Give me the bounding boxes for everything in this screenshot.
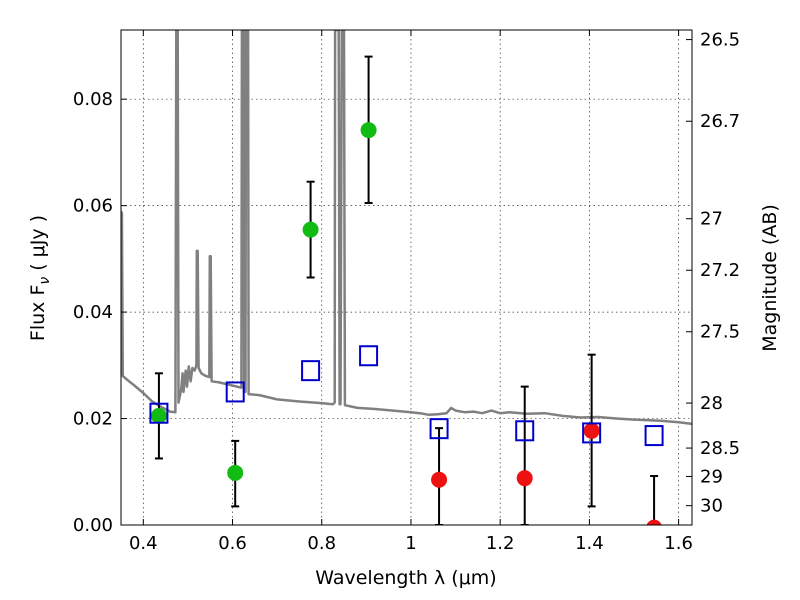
- y2-tick-label: 27.5: [700, 322, 740, 343]
- y2-tick-label: 27: [700, 209, 723, 230]
- plot-frame: [120, 29, 693, 526]
- blue-model-square: [429, 418, 449, 440]
- y-tick-label: 0.06: [73, 196, 113, 217]
- model-spectrum: [121, 30, 692, 426]
- blue-model-square: [359, 345, 379, 367]
- y2-tick-label: 28.5: [700, 438, 740, 459]
- blue-model-square: [582, 422, 602, 444]
- red-data-point: [431, 471, 448, 488]
- axis-ticks: 0.4 0.6 0.8 1 1.2 1.4 1.6 0.00 0.02 0.04 0.06 0.08 2…: [73, 30, 740, 554]
- y-axis-label-unit: ( μJy ): [27, 215, 49, 271]
- y-tick-label: 0.02: [73, 409, 113, 430]
- y2-tick-label: 28: [700, 393, 723, 414]
- x-tick-label: 1.4: [575, 533, 604, 554]
- blue-model-square: [149, 402, 169, 424]
- red-data-point: [516, 470, 533, 487]
- x-tick-label: 1: [405, 533, 416, 554]
- y-tick-label: 0.04: [73, 302, 113, 323]
- svg-text:Flux Fν( μJy ): Flux Fν ( μJy ): [27, 215, 53, 341]
- red-data-point: [646, 519, 662, 525]
- grid-lines: [121, 30, 692, 526]
- blue-model-square: [644, 425, 664, 447]
- x-tick-label: 0.4: [129, 533, 158, 554]
- x-tick-label: 1.6: [664, 533, 693, 554]
- x-tick-label: 0.8: [307, 533, 336, 554]
- green-data-point: [360, 122, 377, 139]
- y2-tick-label: 27.2: [700, 260, 740, 281]
- y-tick-label: 0.00: [73, 515, 113, 536]
- y-axis-label: Flux Fν ( μJy ): [27, 215, 53, 341]
- y-tick-label: 0.08: [73, 89, 113, 110]
- y2-tick-label: 29: [700, 466, 723, 487]
- green-data-point: [227, 464, 244, 481]
- blue-model-square: [301, 360, 321, 382]
- blue-model-square: [225, 381, 245, 403]
- green-data-point: [302, 221, 319, 238]
- y2-tick-label: 30: [700, 496, 723, 517]
- x-tick-label: 0.6: [218, 533, 247, 554]
- red-data-point: [583, 422, 600, 439]
- model-spectrum-line: [121, 30, 692, 426]
- blue-model-square: [515, 420, 535, 442]
- y2-tick-label: 26.5: [700, 30, 740, 51]
- y-axis-label-subscript: ν: [37, 277, 53, 285]
- green-data-point: [150, 407, 167, 424]
- x-tick-label: 1.2: [486, 533, 515, 554]
- data-markers: [149, 122, 664, 525]
- x-axis-label: Wavelength λ (μm): [315, 567, 496, 589]
- y2-axis-label: Magnitude (AB): [759, 204, 781, 352]
- plot-background: [121, 30, 692, 525]
- y-axis-label-text: Flux F: [27, 285, 49, 341]
- y2-tick-label: 26.7: [700, 111, 740, 132]
